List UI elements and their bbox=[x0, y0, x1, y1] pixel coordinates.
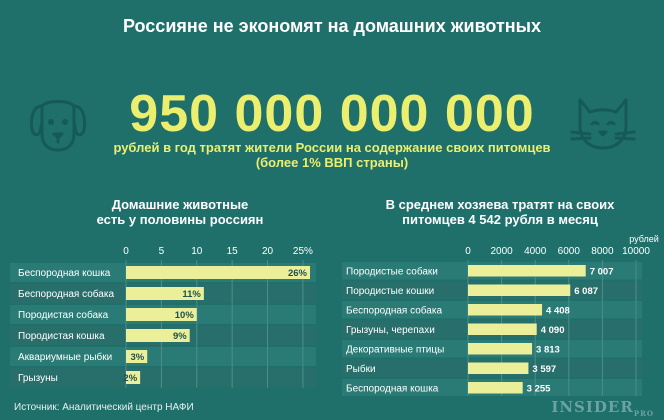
dog-icon bbox=[30, 100, 86, 152]
ownership-data-label: 10% bbox=[175, 310, 195, 321]
cat-icon bbox=[570, 98, 636, 150]
spending-bar bbox=[468, 382, 523, 394]
ownership-category-label: Беспородная собака bbox=[18, 288, 114, 300]
page-title: Россияне не экономят на домашних животны… bbox=[122, 16, 542, 36]
publisher-logo: INSIDERPRO bbox=[551, 398, 654, 418]
ownership-tick-label: 20 bbox=[262, 246, 274, 257]
right-chart-title-line2: питомцев 4 542 рубля в месяц bbox=[402, 212, 598, 227]
spending-category-label: Беспородная собака bbox=[346, 304, 442, 316]
ownership-tick-label: 15 bbox=[227, 246, 239, 257]
spending-category-label: Породистые кошки bbox=[346, 286, 434, 297]
big-number-caption-line1: рублей в год тратят жители России на сод… bbox=[113, 140, 551, 155]
spending-tick-label: 10000 bbox=[622, 246, 650, 257]
ownership-bar bbox=[126, 329, 190, 342]
ownership-category-label: Аквариумные рыбки bbox=[18, 351, 112, 363]
spending-data-label: 4 090 bbox=[541, 325, 565, 336]
ownership-tick-label: 5 bbox=[159, 246, 165, 257]
spending-tick-label: 6000 bbox=[558, 246, 581, 257]
big-number-caption: рублей в год тратят жители России на сод… bbox=[0, 140, 664, 170]
spending-bar bbox=[468, 362, 529, 374]
ownership-tick-label: 10 bbox=[191, 246, 203, 257]
big-number-caption-line2: (более 1% ВВП страны) bbox=[255, 155, 409, 170]
spending-category-label: Декоративные птицы bbox=[346, 344, 444, 355]
spending-unit-label: рублей bbox=[629, 234, 659, 244]
ownership-data-label: 3% bbox=[130, 352, 144, 363]
spending-data-label: 4 408 bbox=[546, 305, 570, 316]
ownership-data-label: 26% bbox=[288, 268, 308, 279]
ownership-bar bbox=[126, 287, 204, 300]
spending-bar bbox=[468, 265, 586, 277]
spending-tick-label: 8000 bbox=[591, 246, 614, 257]
right-chart-title-line1: В среднем хозяева тратят на своих bbox=[385, 197, 615, 212]
spending-data-label: 7 007 bbox=[590, 266, 614, 277]
left-chart-title-line1: Домашние животные bbox=[111, 197, 249, 212]
ownership-chart: 0 5 10 15 20 25% Беспородная кошка 26% Беспородн… bbox=[10, 246, 316, 388]
spending-category-label: Породистые собаки bbox=[346, 265, 438, 277]
ownership-category-label: Породистая кошка bbox=[18, 331, 105, 342]
right-chart-title: В среднем хозяева тратят на своих питомц… bbox=[360, 197, 640, 227]
spending-bar bbox=[468, 304, 543, 316]
left-chart-title: Домашние животные есть у половины россия… bbox=[60, 197, 300, 227]
ownership-bar bbox=[126, 266, 310, 279]
left-chart-title-line2: есть у половины россиян bbox=[96, 212, 264, 227]
ownership-category-label: Породистая собака bbox=[18, 309, 109, 321]
ownership-bar bbox=[126, 308, 197, 321]
source-note: Источник: Аналитический центр НАФИ bbox=[14, 402, 194, 413]
big-number: 950 000 000 000 bbox=[129, 85, 535, 143]
spending-data-label: 3 255 bbox=[527, 383, 551, 394]
spending-bar bbox=[468, 284, 571, 296]
spending-data-label: 3 813 bbox=[536, 344, 560, 355]
spending-category-label: Грызуны, черепахи bbox=[346, 325, 435, 336]
ownership-row-bg bbox=[10, 368, 316, 387]
logo-suffix: PRO bbox=[633, 409, 654, 418]
ownership-bar bbox=[126, 371, 141, 384]
logo-text: INSIDER bbox=[551, 398, 634, 416]
ownership-category-label: Грызуны bbox=[18, 373, 58, 384]
ownership-row-bg bbox=[10, 347, 316, 366]
spending-bar bbox=[468, 323, 537, 335]
spending-tick-label: 4000 bbox=[524, 246, 547, 257]
ownership-category-label: Беспородная кошка bbox=[18, 268, 111, 279]
spending-tick-label: 0 bbox=[465, 246, 471, 257]
spending-data-label: 6 087 bbox=[574, 286, 598, 297]
ownership-tick-label: 0 bbox=[123, 246, 129, 257]
spending-category-label: Рыбки bbox=[346, 363, 376, 375]
spending-data-label: 3 597 bbox=[532, 364, 556, 375]
ownership-data-label: 11% bbox=[182, 289, 201, 300]
spending-bar bbox=[468, 343, 533, 355]
ownership-tick-label: 25% bbox=[293, 246, 313, 257]
ownership-bar bbox=[126, 350, 148, 363]
spending-tick-label: 2000 bbox=[490, 246, 513, 257]
ownership-data-label: 9% bbox=[173, 331, 187, 342]
spending-category-label: Беспородная кошка bbox=[346, 383, 439, 394]
ownership-data-label: 2% bbox=[123, 373, 137, 384]
spending-chart: 0 2000 4000 6000 8000 10000 рублей Породистые с… bbox=[342, 234, 659, 396]
